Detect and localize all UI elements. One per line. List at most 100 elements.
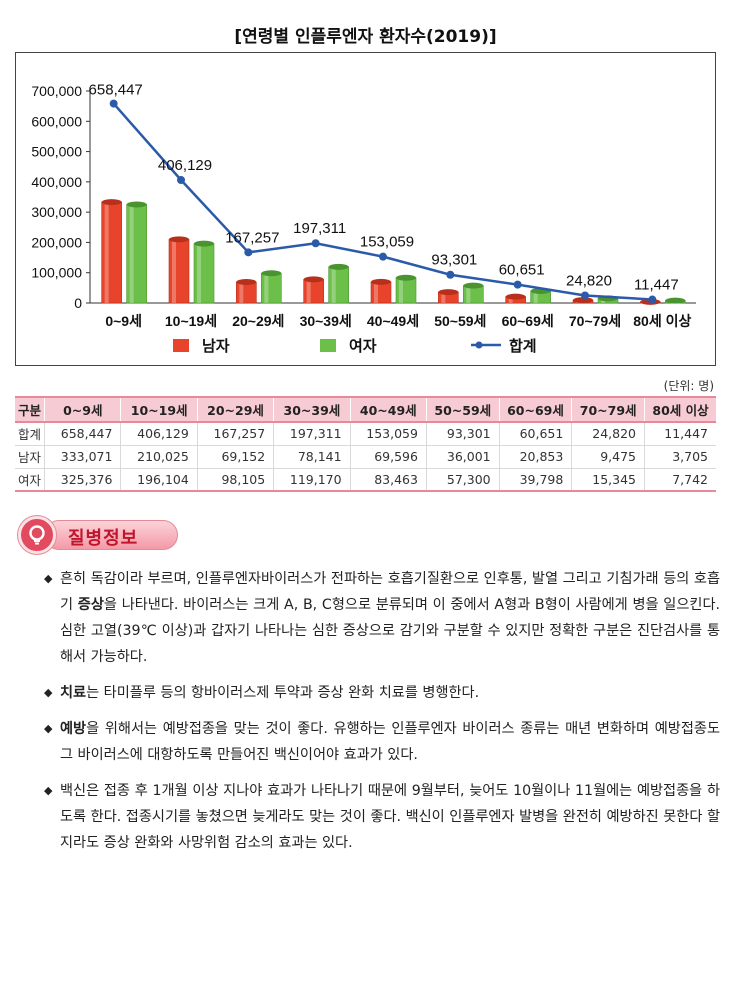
diamond-bullet-icon: ◆ — [44, 572, 53, 585]
bar-female-shine — [533, 292, 538, 303]
table-cell: 658,447 — [44, 422, 121, 446]
total-point — [446, 270, 455, 279]
table-header-row: 구분 0~9세 10~19세 20~29세 30~39세 40~49세 50~59세 60~6… — [15, 396, 716, 423]
y-tick-label: 700,000 — [31, 83, 82, 99]
table-cell: 98,105 — [196, 468, 274, 492]
table-header-cell: 10~19세 — [120, 396, 198, 423]
y-tick-label: 0 — [74, 295, 82, 311]
total-point — [177, 176, 185, 185]
x-tick-label: 40~49세 — [367, 313, 419, 329]
table-cell: 9,475 — [571, 445, 645, 469]
table-cell: 11,447 — [644, 422, 716, 446]
legend-total-label: 합계 — [509, 337, 537, 355]
y-tick-label: 300,000 — [31, 204, 82, 220]
lightbulb-icon — [18, 516, 56, 554]
diamond-bullet-icon: ◆ — [44, 722, 53, 735]
bullet-text: 을 위해서는 예방접종을 맞는 것이 좋다. 유행하는 인플루엔자 바이러스 종… — [60, 721, 720, 763]
bar-female-cap — [328, 263, 349, 270]
table-cell: 3,705 — [644, 445, 716, 469]
table-header-cell: 70~79세 — [571, 396, 645, 423]
bar-male-shine — [306, 281, 311, 303]
bar-female-shine — [197, 245, 201, 303]
table-cell: 325,376 — [44, 468, 121, 492]
bullet-text: 흔히 독감이라 부르며, 인플루엔자바이러스가 전파하는 호흡기질환으로 인후통… — [60, 571, 720, 613]
bar-male-cap — [101, 199, 122, 206]
table-cell: 93,301 — [425, 422, 500, 446]
table-header-cell: 60~69세 — [498, 396, 572, 423]
y-tick-label: 200,000 — [31, 234, 82, 250]
bar-female-shine — [331, 268, 336, 303]
table-cell: 333,071 — [44, 445, 121, 469]
bar-female-cap — [665, 297, 686, 304]
table-cell: 78,141 — [273, 445, 351, 469]
total-data-label: 93,301 — [431, 252, 477, 269]
table-row-header: 여자 — [15, 468, 45, 492]
table-cell: 24,820 — [571, 422, 645, 446]
table-row-header: 합계 — [15, 422, 45, 446]
total-point — [379, 252, 387, 261]
total-data-label: 153,059 — [360, 234, 414, 251]
bullet-keyword: 치료 — [60, 685, 87, 701]
table-cell: 60,651 — [498, 422, 572, 446]
bar-male-cap — [438, 289, 459, 296]
diamond-bullet-icon: ◆ — [44, 784, 53, 797]
bar-female-cap — [463, 282, 484, 289]
bullet-list: ◆ 흔히 독감이라 부르며, 인플루엔자바이러스가 전파하는 호흡기질환으로 인후… — [44, 566, 720, 866]
bullet-keyword: 증상 — [77, 597, 104, 613]
y-tick-label: 400,000 — [31, 174, 82, 190]
total-data-label: 197,311 — [293, 220, 346, 237]
x-tick-label: 30~39세 — [300, 313, 352, 329]
bullet-text: 는 타미플루 등의 항바이러스제 투약과 증상 완화 치료를 병행한다. — [86, 685, 480, 701]
table-cell: 57,300 — [425, 468, 500, 492]
bar-female-shine — [601, 300, 605, 303]
table-cell: 167,257 — [196, 422, 274, 446]
unit-note: (단위: 명) — [663, 379, 714, 393]
total-data-label: 406,129 — [158, 157, 212, 174]
bullet-keyword: 예방 — [60, 721, 87, 737]
table-header-cell: 50~59세 — [425, 396, 500, 423]
table-cell: 69,596 — [349, 445, 427, 469]
table-row: 여자 325,376 196,104 98,105 119,170 83,463 57,30… — [15, 468, 716, 492]
table-cell: 197,311 — [273, 422, 351, 446]
table-header-cell: 구분 — [15, 396, 45, 423]
total-point — [244, 248, 253, 257]
section-header: 질병정보 — [18, 516, 178, 554]
table-header-cell: 40~49세 — [349, 396, 427, 423]
table-cell: 69,152 — [196, 445, 274, 469]
table-cell: 210,025 — [120, 445, 198, 469]
total-data-label: 167,257 — [225, 229, 279, 246]
bar-female-shine — [264, 275, 269, 303]
legend-total-marker — [475, 341, 483, 349]
bar-male-shine — [172, 241, 176, 303]
table-header-cell: 0~9세 — [44, 396, 121, 423]
table-cell: 83,463 — [349, 468, 427, 492]
legend-female-label: 여자 — [349, 337, 377, 355]
total-point — [109, 99, 118, 108]
table-header-cell: 30~39세 — [273, 396, 351, 423]
legend-male-swatch — [173, 339, 189, 352]
bar-female-cap — [261, 270, 282, 277]
table-row-header: 남자 — [15, 445, 45, 469]
table-cell: 153,059 — [349, 422, 427, 446]
y-tick-label: 500,000 — [31, 144, 82, 160]
bar-male-shine — [104, 204, 109, 303]
bar-male-shine — [374, 283, 378, 303]
total-data-label: 11,447 — [634, 277, 679, 294]
bullet-item: ◆ 치료는 타미플루 등의 항바이러스제 투약과 증상 완화 치료를 병행한다. — [44, 680, 720, 706]
total-point — [513, 280, 522, 289]
bar-male-shine — [239, 284, 244, 303]
bullet-item: ◆ 백신은 접종 후 1개월 이상 지나야 효과가 나타나기 때문에 9월부터, … — [44, 778, 720, 856]
bar-male-shine — [508, 298, 513, 303]
bullet-item: ◆ 예방을 위해서는 예방접종을 맞는 것이 좋다. 유행하는 인플루엔자 바이러… — [44, 716, 720, 768]
table-row: 남자 333,071 210,025 69,152 78,141 69,596 36,001… — [15, 445, 716, 469]
table-header-cell: 80세 이상 — [644, 396, 716, 423]
x-tick-label: 70~79세 — [569, 313, 621, 329]
table-cell: 20,853 — [498, 445, 572, 469]
bar-male-cap — [505, 293, 526, 300]
bar-male-shine — [441, 294, 446, 303]
y-tick-label: 100,000 — [31, 265, 82, 281]
total-point — [581, 291, 589, 300]
total-data-label: 60,651 — [499, 262, 545, 279]
section-pill — [44, 520, 178, 550]
bullet-item: ◆ 흔히 독감이라 부르며, 인플루엔자바이러스가 전파하는 호흡기질환으로 인후… — [44, 566, 720, 670]
